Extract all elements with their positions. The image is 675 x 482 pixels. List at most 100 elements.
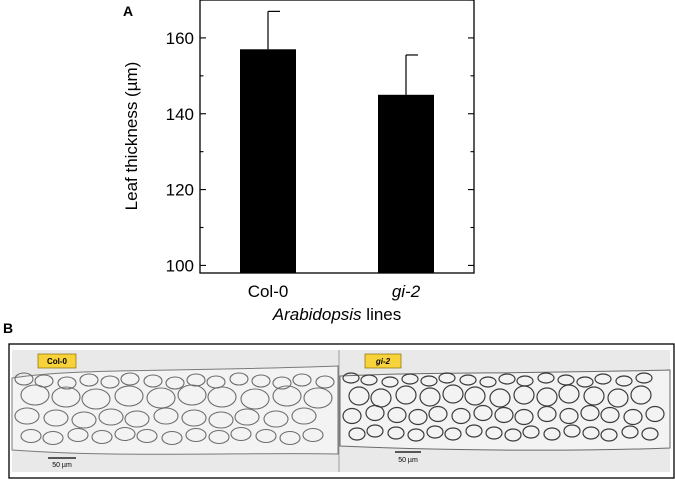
gi2-cell (428, 405, 448, 423)
col0-cell (67, 427, 89, 443)
col0-cell (20, 384, 50, 406)
gi2-cell (537, 372, 555, 384)
col0-cell (165, 376, 185, 390)
y-tick-label-120: 120 (166, 181, 194, 200)
leaf-cells-col0 (14, 372, 335, 446)
col0-cell (14, 372, 34, 386)
col0-scale-bar-label: 50 µm (52, 462, 72, 469)
gi2-cell (514, 408, 534, 426)
col0-cell (43, 409, 69, 427)
col0-cell (161, 430, 183, 446)
bar-1 (378, 94, 434, 274)
y-tick-label-160: 160 (166, 29, 194, 48)
gi2-cell (395, 385, 417, 405)
gi2-cell (489, 388, 511, 408)
col0-cell (229, 372, 249, 386)
col0-cell (79, 373, 99, 387)
x-axis-label-rest: lines (362, 305, 402, 324)
col0-cell (240, 388, 270, 410)
col0-cell (120, 372, 140, 386)
gi2-cell (513, 385, 535, 405)
gi2-cell (580, 404, 600, 422)
leaf-section-gi2 (339, 369, 671, 451)
bars (240, 49, 434, 274)
col0-tag-label: Col-0 (47, 357, 68, 366)
gi2-cell (387, 406, 407, 424)
gi2-cell (576, 376, 594, 388)
gi2-cell (438, 372, 456, 384)
gi2-cell (621, 425, 639, 439)
gi2-cell (645, 405, 665, 423)
gi2-cell (465, 424, 483, 438)
col0-cell (186, 373, 206, 387)
gi2-cell (366, 424, 384, 438)
x-tick-label-0: Col-0 (248, 282, 289, 301)
gi2-cell (494, 406, 514, 424)
gi2-cell (635, 372, 653, 384)
panel-b-letter: B (3, 320, 13, 336)
col0-cell (208, 411, 234, 429)
col0-cell (57, 376, 77, 390)
gi2-cell (381, 376, 399, 388)
col0-cell (272, 376, 292, 390)
bar-chart: 100 120 140 160 Col-0 gi-2 Leaf thickness (µ… (122, 0, 475, 324)
col0-cell (303, 387, 333, 409)
col0-cell (71, 411, 97, 429)
gi2-cell (451, 407, 471, 425)
col0-cell (315, 375, 335, 389)
col0-cell (100, 375, 120, 389)
gi2-cell (600, 406, 620, 424)
gi2-cell (348, 427, 366, 441)
gi2-cell (485, 426, 503, 440)
col0-cell (14, 407, 40, 425)
gi2-cell (342, 407, 362, 425)
gi2-cell (408, 408, 428, 426)
gi2-cell (464, 386, 486, 406)
plot-frame (199, 0, 475, 274)
gi2-cell (407, 428, 425, 442)
col0-cell (153, 407, 179, 425)
micrograph-panel: Col-0 50 µm gi-2 50 µm (8, 343, 675, 479)
gi2-cell (594, 373, 612, 385)
col0-cell (114, 385, 144, 407)
micrograph-gi2: gi-2 50 µm (339, 350, 671, 472)
gi2-cell (426, 425, 444, 439)
col0-cell (279, 430, 301, 446)
gi2-cell (558, 384, 580, 404)
y-tick-label-100: 100 (166, 256, 194, 275)
gi2-cell (459, 374, 477, 386)
y-axis-ticks: 100 120 140 160 (166, 0, 474, 275)
gi2-cell (444, 427, 462, 441)
col0-cell (255, 428, 277, 444)
col0-cell (143, 374, 163, 388)
gi2-cell (419, 387, 441, 407)
col0-cell (185, 427, 207, 443)
gi2-cell (615, 375, 633, 387)
gi2-tag (364, 353, 402, 369)
col0-cell (42, 430, 64, 446)
col0-cell (230, 426, 252, 442)
gi2-cell (522, 425, 540, 439)
col0-cell (302, 427, 324, 443)
col0-cell (291, 407, 317, 425)
gi2-cell (387, 426, 405, 440)
gi2-cell (543, 427, 561, 441)
gi2-cell (563, 424, 581, 438)
col0-cell (124, 410, 150, 428)
gi2-cell (623, 408, 643, 426)
col0-cell (81, 388, 111, 410)
col0-cell (263, 410, 289, 428)
col0-cell (208, 429, 230, 445)
gi2-cell (537, 405, 557, 423)
y-axis-label: Leaf thickness (µm) (122, 62, 141, 211)
col0-cell (98, 408, 124, 426)
gi2-cell (607, 388, 629, 408)
gi2-cell (360, 374, 378, 386)
col0-cell (114, 426, 136, 442)
col0-cell (272, 385, 302, 407)
col0-cell (20, 428, 42, 444)
gi2-cell (641, 427, 659, 441)
panel-a-letter: A (123, 3, 133, 19)
gi2-cell (365, 404, 385, 422)
